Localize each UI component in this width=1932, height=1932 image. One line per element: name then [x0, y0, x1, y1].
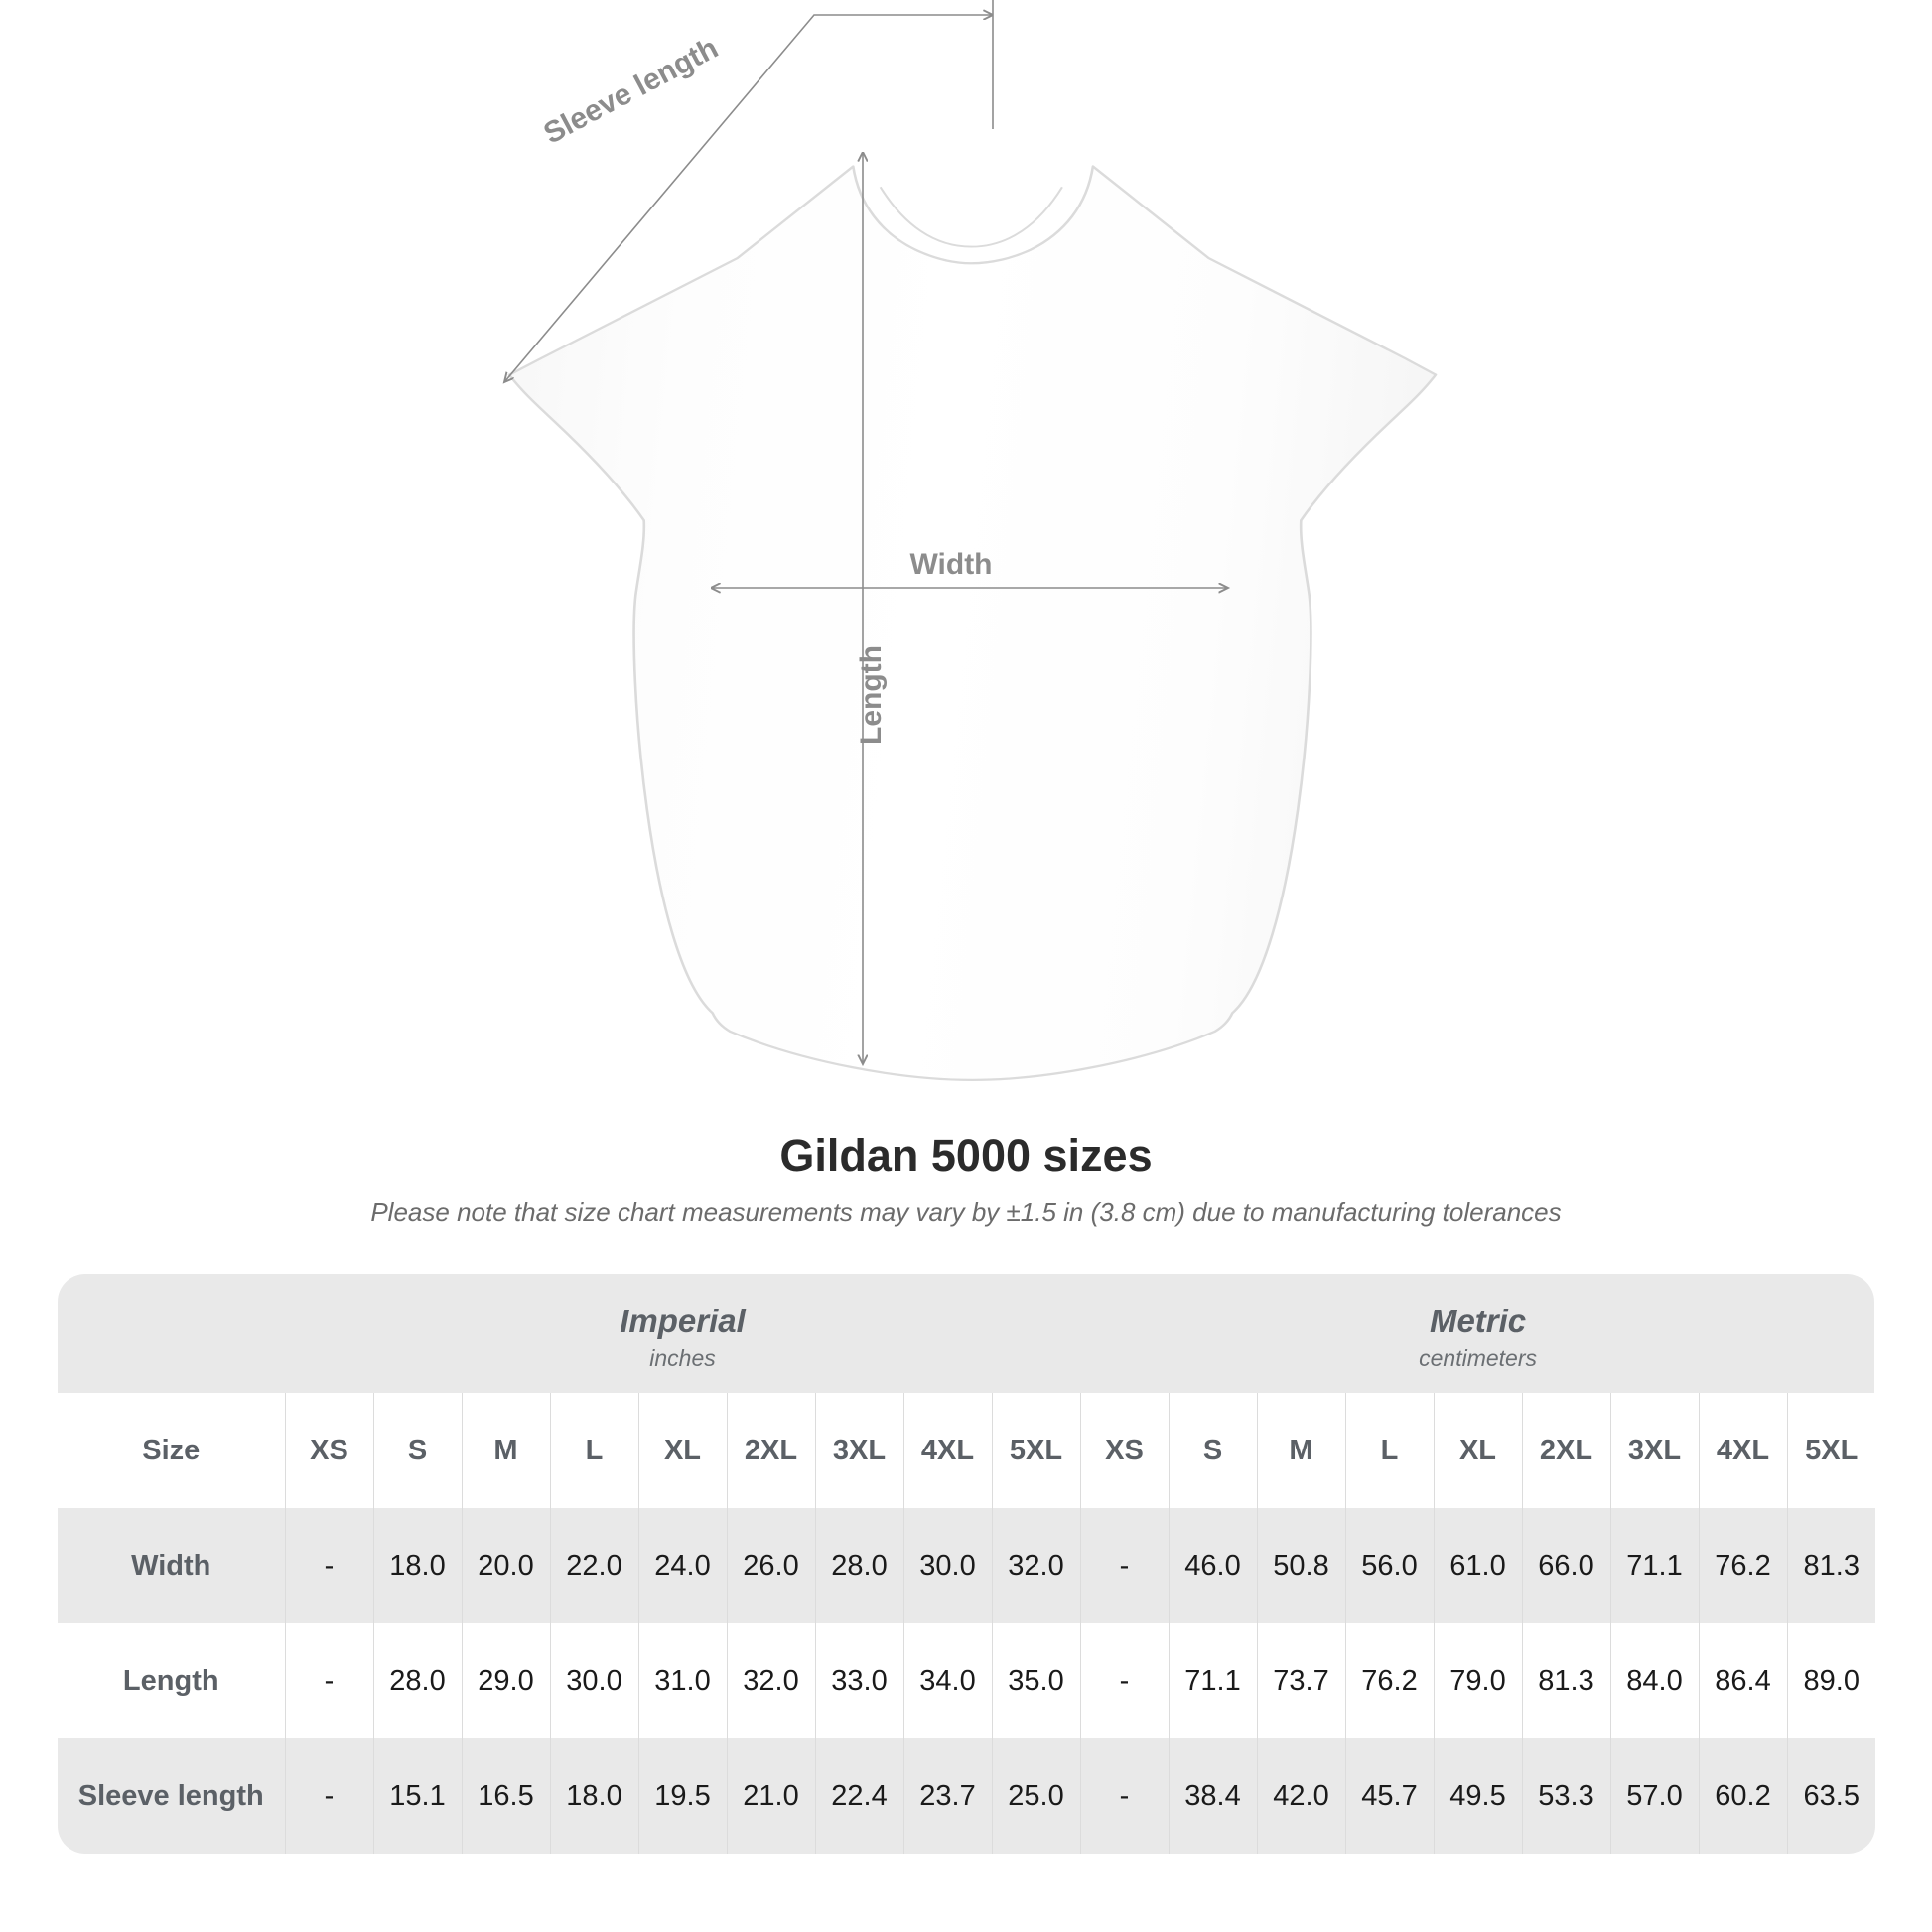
svg-text:Width: Width — [909, 548, 992, 581]
svg-text:Length: Length — [855, 645, 888, 745]
svg-text:Sleeve length: Sleeve length — [538, 32, 723, 151]
